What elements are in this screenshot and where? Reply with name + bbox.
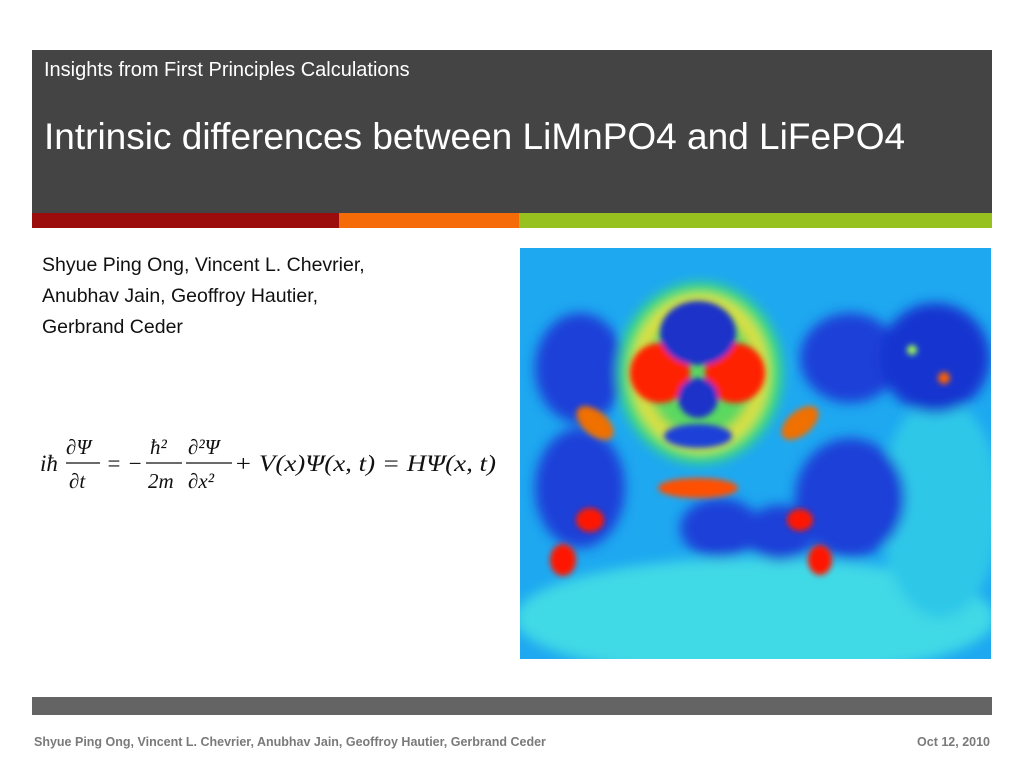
footer-authors: Shyue Ping Ong, Vincent L. Chevrier, Anu…	[34, 735, 546, 749]
author-line: Shyue Ping Ong, Vincent L. Chevrier,	[42, 254, 365, 276]
charge-density-plot-image	[520, 248, 991, 659]
slide-title: Intrinsic differences between LiMnPO4 an…	[44, 116, 906, 157]
author-line: Gerbrand Ceder	[42, 316, 183, 338]
accent-stripe-red	[32, 213, 339, 228]
author-list: Shyue Ping Ong, Vincent L. Chevrier, Anu…	[42, 250, 442, 343]
title-header: Insights from First Principles Calculati…	[32, 50, 992, 213]
footer-bar	[32, 697, 992, 715]
footer-date: Oct 12, 2010	[917, 735, 990, 749]
schrodinger-equation: iħ ∂Ψ ∂t = − ħ² 2m ∂²Ψ ∂x² + V(x)Ψ(x, t)…	[40, 435, 496, 493]
eq-lhs-prefix: iħ	[40, 451, 58, 476]
eq-coef-denominator: 2m	[148, 469, 174, 493]
eq-lhs-denominator: ∂t	[69, 469, 86, 493]
accent-stripe-green	[519, 213, 992, 228]
eq-coef-numerator: ħ²	[150, 435, 168, 459]
slide-subtitle: Insights from First Principles Calculati…	[44, 59, 410, 81]
eq-deriv-denominator: ∂x²	[188, 469, 215, 493]
eq-equals-minus: = −	[106, 451, 143, 476]
accent-stripe-orange	[339, 213, 519, 228]
author-line: Anubhav Jain, Geoffroy Hautier,	[42, 285, 319, 307]
eq-lhs-numerator: ∂Ψ	[66, 435, 93, 459]
eq-deriv-numerator: ∂²Ψ	[188, 435, 222, 459]
eq-rest: + V(x)Ψ(x, t) = HΨ(x, t)	[234, 451, 496, 476]
